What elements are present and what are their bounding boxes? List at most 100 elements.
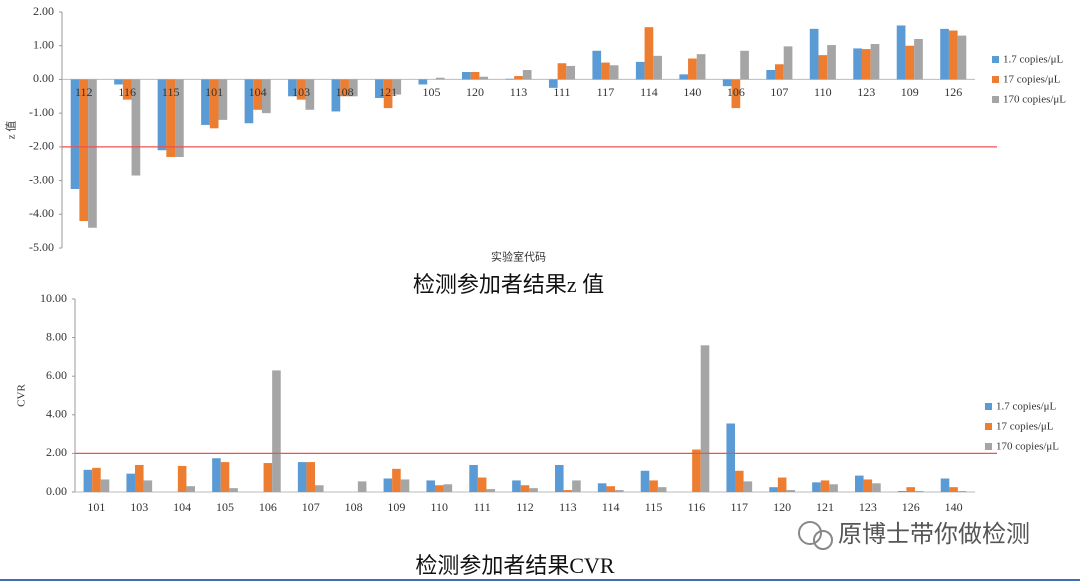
bar bbox=[957, 35, 967, 80]
x-tick-label: 107 bbox=[302, 500, 320, 514]
x-tick-label: 113 bbox=[559, 500, 577, 514]
legend-swatch bbox=[992, 96, 999, 103]
x-tick-label: 103 bbox=[130, 500, 148, 514]
bar bbox=[375, 79, 384, 98]
x-tick-label: 117 bbox=[731, 500, 749, 514]
x-tick-label: 104 bbox=[173, 500, 191, 514]
x-tick-label: 107 bbox=[770, 85, 788, 99]
watermark: 原博士带你做检测 bbox=[838, 520, 1030, 548]
bar bbox=[679, 74, 689, 80]
bar bbox=[905, 45, 915, 80]
legend-label: 17 copies/μL bbox=[1003, 74, 1061, 86]
x-tick-label: 109 bbox=[387, 500, 405, 514]
bar bbox=[563, 490, 573, 492]
bar bbox=[114, 79, 123, 85]
bar bbox=[83, 469, 93, 492]
bar bbox=[829, 484, 838, 492]
x-tick-label: 110 bbox=[814, 85, 832, 99]
x-tick-label: 105 bbox=[216, 500, 234, 514]
legend-swatch bbox=[985, 403, 992, 410]
bar bbox=[186, 486, 195, 492]
bar bbox=[649, 480, 658, 492]
x-tick-label: 120 bbox=[773, 500, 791, 514]
bar bbox=[253, 79, 262, 110]
bar bbox=[514, 76, 523, 80]
x-tick-label: 103 bbox=[292, 85, 310, 99]
x-tick-label: 114 bbox=[640, 85, 658, 99]
bar bbox=[520, 485, 530, 492]
y-tick-label: 1.00 bbox=[33, 37, 54, 51]
bar bbox=[296, 79, 306, 100]
bar bbox=[435, 77, 445, 80]
x-tick-label: 110 bbox=[431, 500, 449, 514]
y-tick-label: 10.00 bbox=[40, 291, 67, 305]
bar bbox=[766, 69, 776, 80]
bar bbox=[644, 27, 654, 80]
bar bbox=[818, 55, 828, 80]
bar bbox=[635, 61, 645, 80]
bar bbox=[809, 28, 819, 80]
bar bbox=[126, 473, 135, 492]
bar bbox=[306, 462, 315, 492]
bar bbox=[529, 488, 538, 492]
y-tick-label: -4.00 bbox=[29, 206, 54, 220]
bar bbox=[786, 490, 795, 492]
bar bbox=[418, 79, 428, 85]
legend-label: 170 copies/μL bbox=[1003, 94, 1066, 106]
bar bbox=[392, 79, 402, 95]
bar bbox=[592, 50, 602, 80]
bar bbox=[940, 478, 950, 492]
x-tick-label: 115 bbox=[162, 85, 180, 99]
bar bbox=[340, 79, 349, 97]
bar bbox=[696, 54, 706, 80]
bar bbox=[426, 480, 435, 492]
bar bbox=[288, 79, 297, 97]
bar bbox=[70, 79, 80, 189]
bar bbox=[949, 487, 958, 492]
bar bbox=[896, 25, 906, 80]
legend-label: 17 copies/μL bbox=[996, 421, 1054, 433]
bar bbox=[477, 477, 487, 492]
bar bbox=[640, 470, 650, 492]
bar bbox=[812, 482, 821, 492]
bar bbox=[566, 65, 576, 80]
bar bbox=[143, 480, 153, 492]
y-tick-label: 6.00 bbox=[46, 368, 67, 382]
bar bbox=[914, 38, 923, 80]
bar bbox=[735, 470, 744, 492]
bar bbox=[820, 480, 830, 492]
bar bbox=[92, 467, 101, 492]
y-tick-label: 0.00 bbox=[46, 484, 67, 498]
x-tick-label: 115 bbox=[645, 500, 663, 514]
bar bbox=[783, 46, 793, 80]
y-tick-label: 0.00 bbox=[33, 71, 54, 85]
legend-swatch bbox=[985, 423, 992, 430]
y-tick-label: 4.00 bbox=[46, 407, 67, 421]
bar bbox=[855, 475, 864, 492]
bar bbox=[88, 79, 97, 228]
bar bbox=[209, 79, 219, 129]
y-tick-label: 2.00 bbox=[33, 4, 54, 18]
x-tick-label: 111 bbox=[553, 85, 570, 99]
bar bbox=[469, 464, 478, 492]
bar bbox=[315, 485, 324, 492]
y-tick-label: -2.00 bbox=[29, 139, 54, 153]
bar bbox=[777, 477, 787, 492]
bar bbox=[512, 480, 521, 492]
bar bbox=[915, 491, 924, 492]
bar bbox=[606, 486, 615, 492]
bar bbox=[331, 79, 341, 112]
bar bbox=[212, 458, 221, 492]
bar bbox=[348, 79, 358, 97]
bar bbox=[272, 370, 281, 492]
bar bbox=[827, 45, 836, 80]
bar bbox=[201, 79, 210, 125]
bar bbox=[263, 463, 273, 492]
bar bbox=[297, 462, 307, 492]
x-axis-label: 实验室代码 bbox=[491, 250, 546, 264]
bar bbox=[853, 48, 862, 80]
x-tick-label: 116 bbox=[688, 500, 706, 514]
bar bbox=[548, 79, 558, 88]
y-axis-label: CVR bbox=[16, 384, 28, 407]
bar bbox=[743, 481, 753, 492]
